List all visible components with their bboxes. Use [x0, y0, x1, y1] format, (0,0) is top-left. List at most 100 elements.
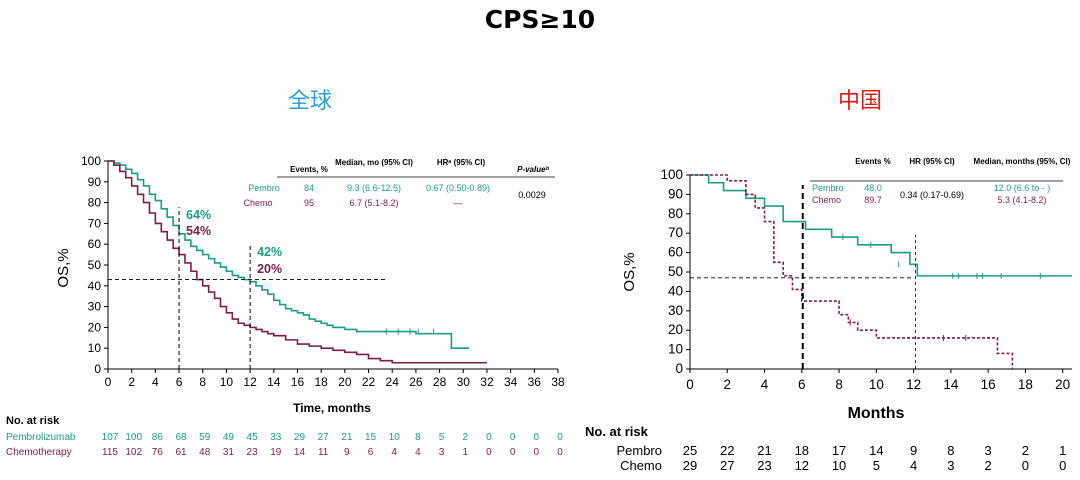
x-tick-label: 8	[835, 377, 843, 392]
china-panel-title: 中国	[838, 89, 882, 114]
china-legend-pembro-label: Pembro	[812, 183, 844, 193]
china-risk-row-label-chemo: Chemo	[620, 458, 662, 473]
risk-count: 59	[199, 432, 211, 443]
global-legend: Events, % Median, mo (95% CI) HRᵃ (95% C…	[243, 158, 555, 208]
risk-count: 0	[557, 447, 563, 458]
risk-count: 17	[832, 443, 846, 458]
chemo-survival-curve	[108, 160, 487, 364]
risk-count: 27	[318, 432, 330, 443]
risk-count: 61	[175, 447, 187, 458]
china-legend-header-hr: HR (95% CI)	[909, 157, 955, 166]
global-legend-pembro-events: 84	[304, 183, 314, 193]
risk-count: 18	[795, 443, 809, 458]
risk-count: 0	[486, 447, 492, 458]
x-tick-label: 12	[243, 375, 257, 389]
y-tick-label: 90	[88, 175, 102, 189]
x-tick-label: 16	[291, 375, 305, 389]
risk-count: 4	[910, 458, 917, 473]
risk-count: 76	[152, 447, 164, 458]
x-tick-label: 6	[176, 375, 183, 389]
global-legend-pembro-median: 9.3 (6.6-12.5)	[347, 183, 401, 193]
global-legend-header-median: Median, mo (95% CI)	[335, 158, 413, 167]
x-tick-label: 36	[528, 375, 542, 389]
china-legend-header-median: Median, months (95%, CI)	[974, 157, 1071, 166]
y-tick-label: 100	[660, 167, 683, 182]
x-tick-label: 6	[798, 377, 806, 392]
pembro-survival-curve	[690, 174, 1072, 277]
global-legend-chemo-median: 6.7 (5.1-8.2)	[349, 198, 398, 208]
risk-count: 10	[832, 458, 846, 473]
global-risk-row-label-pembro: Pembrolizumab	[6, 432, 76, 443]
x-tick-label: 2	[724, 377, 732, 392]
risk-count: 0	[486, 432, 492, 443]
risk-count: 29	[294, 432, 306, 443]
risk-count: 0	[557, 432, 563, 443]
x-tick-label: 4	[761, 377, 769, 392]
china-os-chart: 中国 OS,% Months Events % HR (95% CI) Medi…	[585, 89, 1072, 473]
y-tick-label: 0	[675, 361, 683, 376]
china-legend: Events % HR (95% CI) Median, months (95%…	[810, 157, 1071, 205]
global-legend-header-events: Events, %	[290, 165, 328, 174]
risk-count: 29	[683, 458, 697, 473]
risk-count: 3	[985, 443, 992, 458]
risk-count: 115	[102, 447, 118, 458]
china-risk-table-title: No. at risk	[585, 424, 649, 439]
risk-count: 14	[869, 443, 883, 458]
risk-count: 0	[534, 447, 540, 458]
risk-count: 23	[757, 458, 771, 473]
risk-count: 23	[247, 447, 259, 458]
risk-count: 0	[1059, 458, 1066, 473]
risk-count: 107	[102, 432, 119, 443]
global-legend-pembro-hr: 0.67 (0.50-0.89)	[426, 183, 490, 193]
y-tick-label: 10	[668, 342, 683, 357]
risk-count: 2	[1022, 443, 1029, 458]
risk-count: 1	[1059, 443, 1066, 458]
slide-title: CPS≥10	[485, 5, 595, 34]
y-tick-label: 60	[88, 237, 102, 251]
risk-count: 45	[247, 432, 259, 443]
global-os-chart: 全球 OS,% Time, months Events, % Median, m…	[6, 89, 565, 458]
risk-count: 86	[152, 432, 164, 443]
x-tick-label: 4	[152, 375, 159, 389]
x-tick-label: 0	[105, 375, 112, 389]
landmark-pembro-label: 42%	[257, 245, 282, 259]
risk-count: 5	[439, 432, 445, 443]
risk-count: 3	[947, 458, 954, 473]
risk-count: 1	[462, 447, 468, 458]
global-y-axis-label: OS,%	[55, 248, 72, 287]
x-tick-label: 16	[981, 377, 996, 392]
chemo-survival-curve	[690, 174, 1014, 369]
x-tick-label: 8	[199, 375, 206, 389]
china-y-axis-label: OS,%	[621, 252, 638, 291]
y-tick-label: 40	[88, 279, 102, 293]
risk-count: 11	[318, 447, 329, 458]
risk-count: 4	[415, 447, 421, 458]
risk-count: 10	[389, 432, 401, 443]
global-legend-header-pvalue: P-valueᵇ	[517, 165, 549, 174]
risk-count: 5	[873, 458, 880, 473]
x-tick-label: 34	[504, 375, 518, 389]
risk-count: 48	[199, 447, 211, 458]
risk-count: 2	[462, 432, 468, 443]
china-legend-header-events: Events %	[855, 157, 891, 166]
y-tick-label: 20	[88, 320, 102, 334]
global-panel-title: 全球	[288, 89, 332, 114]
global-legend-pembro-label: Pembro	[248, 183, 280, 193]
x-tick-label: 18	[1018, 377, 1033, 392]
risk-count: 9	[344, 447, 350, 458]
risk-count: 0	[510, 447, 516, 458]
risk-count: 2	[985, 458, 992, 473]
risk-count: 19	[270, 447, 282, 458]
landmark-chemo-label: 54%	[186, 224, 211, 238]
risk-count: 100	[125, 432, 142, 443]
risk-count: 6	[368, 447, 374, 458]
risk-count: 49	[223, 432, 235, 443]
y-tick-label: 80	[88, 196, 102, 210]
global-legend-chemo-hr: —	[454, 198, 463, 208]
x-tick-label: 28	[433, 375, 447, 389]
x-tick-label: 24	[386, 375, 400, 389]
y-tick-label: 20	[668, 322, 683, 337]
x-tick-label: 14	[267, 375, 281, 389]
risk-count: 0	[510, 432, 516, 443]
